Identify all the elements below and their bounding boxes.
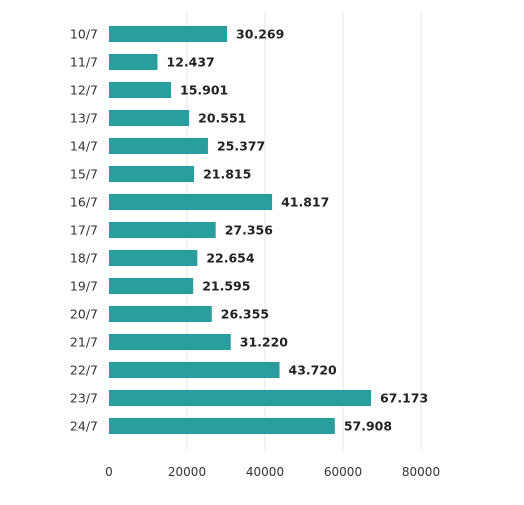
category-label: 10/7 (70, 27, 98, 42)
value-label: 57.908 (344, 419, 392, 434)
category-label: 24/7 (70, 419, 98, 434)
value-label: 41.817 (281, 195, 329, 210)
value-label: 27.356 (225, 223, 274, 238)
category-label: 16/7 (70, 195, 98, 210)
bar (109, 334, 231, 350)
x-axis-ticks: 0 20000 40000 60000 80000 (105, 465, 440, 479)
bar (109, 138, 208, 154)
x-tick-label: 60000 (324, 465, 362, 479)
category-label: 11/7 (70, 55, 98, 70)
bar (109, 26, 228, 42)
category-label: 20/7 (70, 307, 98, 322)
x-tick-label: 0 (105, 465, 113, 479)
category-label: 18/7 (70, 251, 98, 266)
category-label: 14/7 (70, 139, 98, 154)
bar (109, 54, 158, 70)
category-label: 17/7 (70, 223, 98, 238)
category-label: 15/7 (70, 167, 98, 182)
category-label: 21/7 (70, 335, 98, 350)
bar (109, 362, 280, 378)
bar (109, 82, 172, 98)
value-label: 15.901 (180, 83, 228, 98)
bar (109, 418, 335, 434)
category-label: 22/7 (70, 363, 98, 378)
category-label: 19/7 (70, 279, 98, 294)
value-labels: 30.269 12.437 15.901 20.551 25.377 21.815 41.8… (167, 27, 429, 434)
value-label: 31.220 (240, 335, 289, 350)
bar (109, 250, 198, 266)
category-label: 23/7 (70, 391, 98, 406)
gridlines (186, 12, 422, 450)
category-label: 12/7 (70, 83, 98, 98)
value-label: 43.720 (289, 363, 338, 378)
value-label: 67.173 (380, 391, 428, 406)
bar (109, 194, 273, 210)
value-label: 21.595 (202, 279, 250, 294)
bar (109, 166, 195, 182)
x-tick-label: 20000 (168, 465, 206, 479)
value-label: 22.654 (206, 251, 255, 266)
value-label: 30.269 (236, 27, 284, 42)
x-tick-label: 40000 (246, 465, 284, 479)
x-tick-label: 80000 (402, 465, 440, 479)
value-label: 26.355 (221, 307, 269, 322)
value-label: 25.377 (217, 139, 265, 154)
bar (109, 278, 194, 294)
category-label: 13/7 (70, 111, 98, 126)
bar (109, 390, 371, 406)
bars (109, 26, 371, 434)
bar (109, 110, 190, 126)
value-label: 21.815 (203, 167, 251, 182)
value-label: 20.551 (198, 111, 246, 126)
bar (109, 306, 212, 322)
bar (109, 222, 216, 238)
category-labels: 10/7 11/7 12/7 13/7 14/7 15/7 16/7 17/7 18/7 19/7… (70, 27, 98, 434)
value-label: 12.437 (167, 55, 215, 70)
